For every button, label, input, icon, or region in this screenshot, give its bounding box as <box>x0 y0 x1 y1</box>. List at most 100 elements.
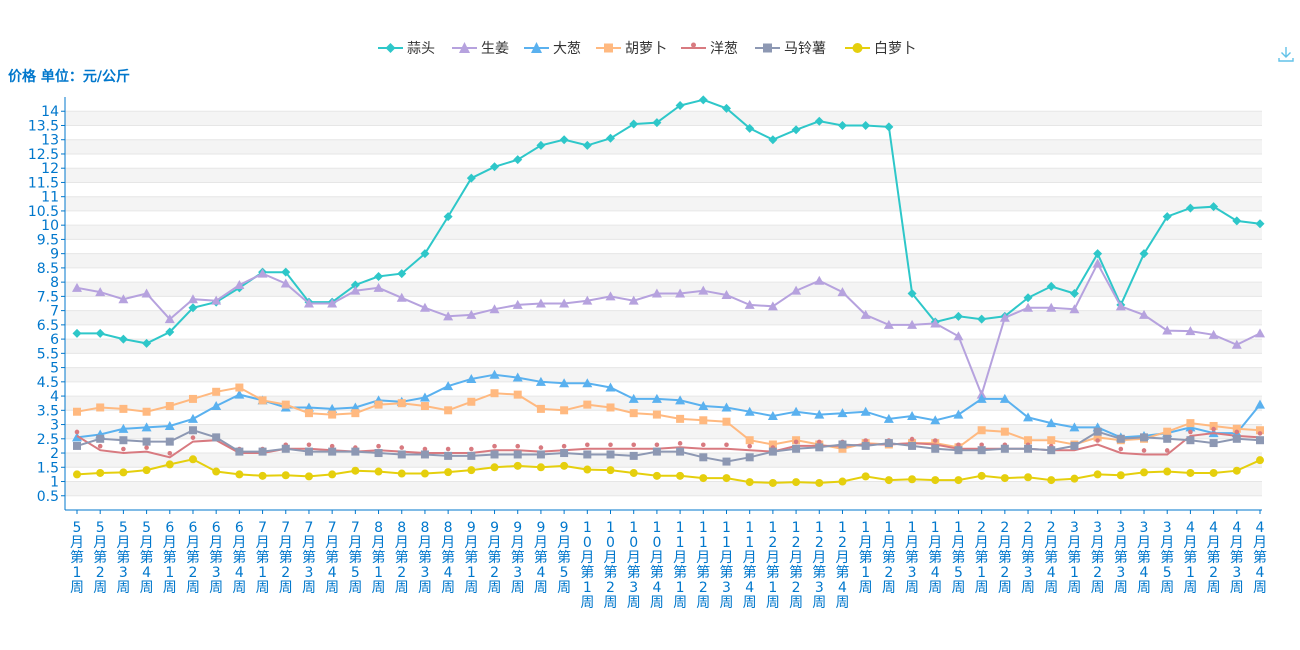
series-4-point[interactable] <box>631 442 637 448</box>
series-4-point[interactable] <box>1257 431 1263 436</box>
series-0-point[interactable] <box>582 140 592 150</box>
series-2-point[interactable] <box>1255 399 1265 409</box>
series-5-point[interactable] <box>374 449 383 458</box>
series-1-point[interactable] <box>211 295 222 305</box>
series-4-point[interactable] <box>97 443 103 449</box>
series-1-point[interactable] <box>1162 325 1173 335</box>
series-0-point[interactable] <box>536 140 546 150</box>
series-0-point[interactable] <box>1046 281 1056 291</box>
series-5-point[interactable] <box>96 434 105 443</box>
series-6-point[interactable] <box>676 471 685 480</box>
series-6-point[interactable] <box>1232 466 1241 475</box>
series-5-point[interactable] <box>1000 444 1009 453</box>
series-1-point[interactable] <box>721 289 732 299</box>
series-6-point[interactable] <box>490 463 499 472</box>
series-5-point[interactable] <box>444 451 453 460</box>
series-5-point[interactable] <box>1186 436 1195 445</box>
series-4-point[interactable] <box>515 443 521 449</box>
series-2-point[interactable] <box>883 413 894 423</box>
series-3-point[interactable] <box>629 409 638 418</box>
series-4-point[interactable] <box>747 443 752 449</box>
series-5-point[interactable] <box>1232 434 1241 443</box>
series-4-point[interactable] <box>1188 429 1193 435</box>
series-3-point[interactable] <box>1256 426 1264 435</box>
series-4-point[interactable] <box>608 442 613 448</box>
series-4-point[interactable] <box>190 435 196 440</box>
series-0-point[interactable] <box>559 135 569 145</box>
series-5-point[interactable] <box>1093 427 1102 436</box>
series-1-point[interactable] <box>1185 326 1196 336</box>
series-3-point[interactable] <box>235 383 244 392</box>
series-2-point[interactable] <box>1046 418 1057 428</box>
series-3-point[interactable] <box>490 389 499 398</box>
series-0-point[interactable] <box>977 314 987 324</box>
series-0-point[interactable] <box>490 162 500 172</box>
series-5-point[interactable] <box>1070 441 1079 450</box>
series-0-point[interactable] <box>837 120 847 130</box>
series-1-point[interactable] <box>1069 304 1080 314</box>
series-2-point[interactable] <box>837 408 848 418</box>
series-2-point[interactable] <box>559 378 570 388</box>
series-3-point[interactable] <box>258 396 267 405</box>
series-4-point[interactable] <box>1234 429 1240 435</box>
series-5-point[interactable] <box>304 447 313 456</box>
series-6-point[interactable] <box>629 468 638 477</box>
series-3-point[interactable] <box>1186 419 1195 428</box>
series-1-point[interactable] <box>118 294 129 304</box>
series-6-point[interactable] <box>304 472 313 481</box>
series-5-point[interactable] <box>1024 444 1033 453</box>
series-0-point[interactable] <box>1162 212 1172 222</box>
series-6-point[interactable] <box>1000 474 1009 483</box>
series-6-point[interactable] <box>1140 468 1149 477</box>
series-4-point[interactable] <box>1164 448 1170 453</box>
series-6-point[interactable] <box>513 461 522 470</box>
series-6-point[interactable] <box>606 466 615 475</box>
series-2-point[interactable] <box>118 423 129 433</box>
series-2-point[interactable] <box>141 422 152 432</box>
series-1-point[interactable] <box>535 298 546 308</box>
series-0-point[interactable] <box>374 271 384 281</box>
series-0-point[interactable] <box>745 123 755 133</box>
series-6-point[interactable] <box>1116 471 1125 480</box>
series-1-point[interactable] <box>512 299 523 309</box>
series-6-point[interactable] <box>931 476 940 485</box>
series-6-point[interactable] <box>351 466 360 475</box>
series-0-point[interactable] <box>652 118 662 128</box>
series-1-point[interactable] <box>489 304 500 314</box>
series-6-point[interactable] <box>536 463 545 472</box>
series-1-point[interactable] <box>675 288 686 298</box>
series-5-point[interactable] <box>768 447 777 456</box>
series-2-point[interactable] <box>721 402 732 412</box>
series-5-point[interactable] <box>420 450 429 459</box>
series-4-point[interactable] <box>1141 448 1147 453</box>
series-6-point[interactable] <box>722 474 731 483</box>
series-2-point[interactable] <box>419 392 430 402</box>
series-4-point[interactable] <box>724 442 729 448</box>
series-6-point[interactable] <box>861 472 870 481</box>
series-4-point[interactable] <box>585 442 590 448</box>
series-5-point[interactable] <box>328 447 337 456</box>
series-5-point[interactable] <box>142 437 151 446</box>
series-6-point[interactable] <box>908 475 917 484</box>
series-3-point[interactable] <box>165 402 174 411</box>
series-1-point[interactable] <box>1023 302 1034 312</box>
series-0-point[interactable] <box>72 328 82 338</box>
series-6-point[interactable] <box>699 474 708 483</box>
series-6-point[interactable] <box>884 476 893 485</box>
series-0-point[interactable] <box>1255 219 1265 229</box>
series-0-point[interactable] <box>1232 216 1242 226</box>
series-4-point[interactable] <box>376 443 381 449</box>
series-1-point[interactable] <box>651 288 662 298</box>
series-4-point[interactable] <box>793 439 799 445</box>
series-6-point[interactable] <box>281 471 290 480</box>
series-2-point[interactable] <box>791 406 802 416</box>
series-6-point[interactable] <box>1186 468 1195 477</box>
series-2-point[interactable] <box>628 393 639 403</box>
series-3-point[interactable] <box>397 399 406 408</box>
series-6-point[interactable] <box>815 478 824 487</box>
series-6-point[interactable] <box>768 478 777 487</box>
series-6-point[interactable] <box>1047 476 1056 485</box>
legend-item-6[interactable]: 白萝卜 <box>845 36 916 60</box>
series-0-point[interactable] <box>884 122 894 132</box>
series-2-point[interactable] <box>466 373 477 383</box>
